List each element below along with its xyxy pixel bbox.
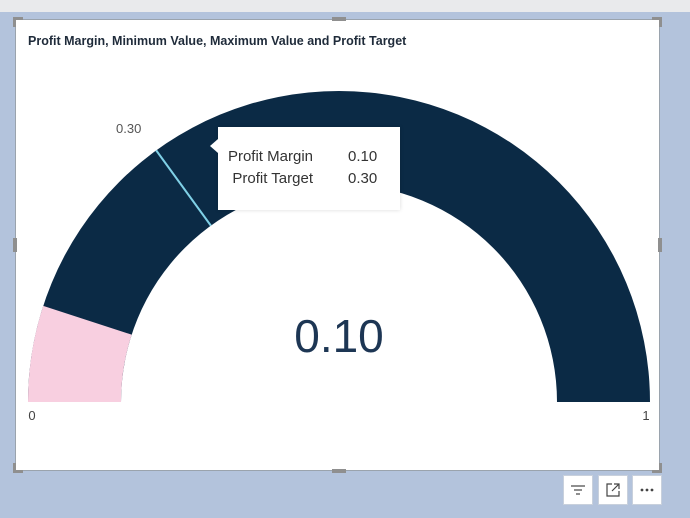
- resize-handle-bottom-left[interactable]: [13, 463, 23, 473]
- focus-mode-button[interactable]: [598, 475, 628, 505]
- visual-title: Profit Margin, Minimum Value, Maximum Va…: [28, 34, 407, 48]
- top-strip: [0, 0, 690, 12]
- gauge-target-label: 0.30: [116, 121, 141, 136]
- resize-handle-bottom-right[interactable]: [652, 463, 662, 473]
- filter-lines-icon: [571, 485, 585, 495]
- resize-handle-top-right[interactable]: [652, 17, 662, 27]
- resize-handle-top-left[interactable]: [13, 17, 23, 27]
- resize-handle-bottom[interactable]: [332, 469, 346, 473]
- tooltip-value: 0.30: [348, 170, 378, 187]
- gauge-max-label: 1: [642, 408, 649, 423]
- focus-mode-icon: [606, 483, 620, 497]
- gauge-track-arc: [28, 91, 650, 402]
- tooltip-label: Profit Target: [232, 170, 313, 187]
- tooltip: Profit Margin 0.10 Profit Target 0.30: [210, 127, 400, 210]
- resize-handle-right[interactable]: [658, 238, 662, 252]
- gauge-min-label: 0: [28, 408, 35, 423]
- filter-button[interactable]: [563, 475, 593, 505]
- more-options-icon: [640, 488, 654, 492]
- tooltip-value: 0.10: [348, 148, 378, 165]
- resize-handle-top[interactable]: [332, 17, 346, 21]
- gauge-value-label: 0.10: [294, 310, 384, 362]
- gauge-target-marker: [155, 149, 212, 227]
- resize-handle-left[interactable]: [13, 238, 17, 252]
- tooltip-label: Profit Margin: [227, 148, 313, 165]
- gauge-value-arc: [28, 305, 132, 402]
- more-options-button[interactable]: [632, 475, 662, 505]
